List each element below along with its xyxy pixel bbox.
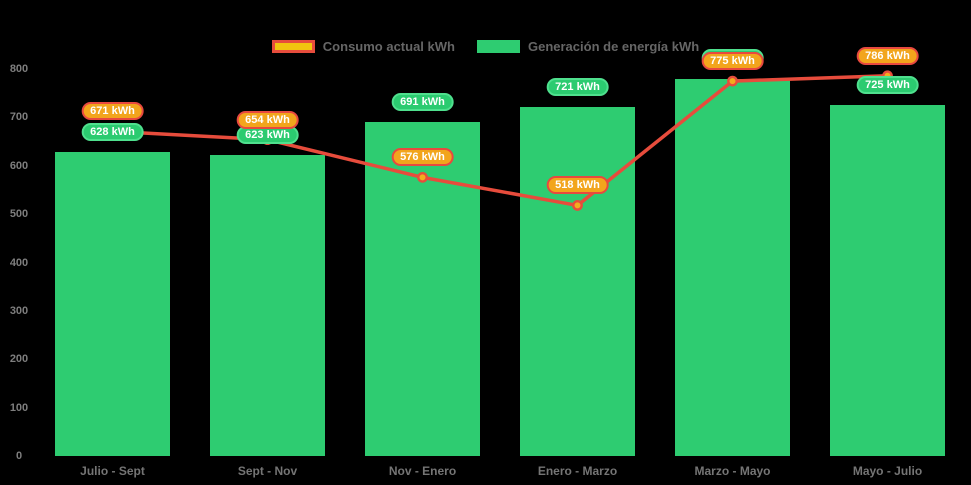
x-axis-label: Nov - Enero (388, 464, 457, 478)
legend: Consumo actual kWh Generación de energía… (0, 39, 971, 54)
value-badge-consumo: 518 kWh (546, 176, 609, 195)
legend-label-generacion: Generación de energía kWh (527, 39, 700, 54)
y-axis-label: 0 (15, 450, 23, 462)
x-axis-label: Sept - Nov (237, 464, 298, 478)
value-badge-consumo: 775 kWh (701, 52, 764, 71)
bar-generacion[interactable] (210, 154, 325, 456)
y-axis-label: 400 (9, 256, 29, 269)
x-axis-label: Marzo - Mayo (694, 464, 771, 478)
y-axis-label: 600 (9, 159, 29, 172)
legend-item-generacion[interactable]: Generación de energía kWh (476, 39, 700, 54)
y-axis-label: 700 (9, 111, 29, 124)
consumo-line-point[interactable] (417, 171, 428, 183)
y-axis-label: 500 (9, 208, 29, 221)
y-axis-label: 300 (9, 304, 29, 317)
value-badge-consumo: 576 kWh (391, 148, 454, 167)
value-badge-generacion: 628 kWh (81, 123, 144, 142)
x-axis-label: Mayo - Julio (852, 464, 923, 478)
value-badge-consumo: 671 kWh (81, 102, 144, 121)
consumo-swatch-icon (271, 40, 315, 53)
x-axis-label: Enero - Marzo (537, 464, 618, 478)
legend-item-consumo[interactable]: Consumo actual kWh (271, 39, 455, 54)
bar-generacion[interactable] (520, 107, 635, 456)
consumo-line[interactable] (112, 74, 888, 208)
consumo-line-point[interactable] (727, 75, 738, 87)
value-badge-consumo: 786 kWh (856, 46, 919, 65)
y-axis-label: 800 (9, 63, 29, 75)
x-axis-label: Julio - Sept (80, 464, 145, 478)
y-axis-label: 200 (9, 353, 29, 366)
bar-generacion[interactable] (830, 105, 945, 456)
value-badge-generacion: 725 kWh (856, 76, 919, 95)
bar-generacion[interactable] (55, 152, 170, 456)
y-axis-label: 100 (9, 401, 29, 414)
consumo-line-point[interactable] (572, 200, 583, 211)
generacion-swatch-icon (476, 40, 520, 53)
value-badge-generacion: 691 kWh (391, 92, 454, 111)
value-badge-generacion: 623 kWh (236, 125, 299, 144)
legend-label-consumo: Consumo actual kWh (322, 39, 455, 54)
value-badge-consumo: 654 kWh (236, 110, 299, 129)
bar-generacion[interactable] (675, 78, 790, 456)
value-badge-generacion: 721 kWh (546, 78, 609, 97)
